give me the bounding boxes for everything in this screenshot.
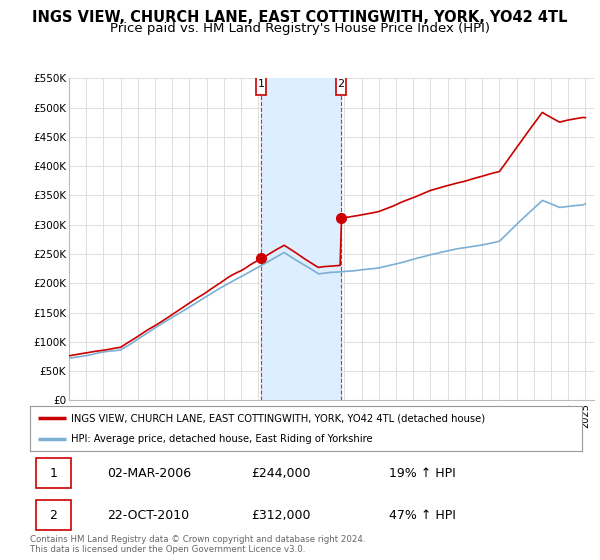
Text: £244,000: £244,000 <box>251 466 310 479</box>
Text: INGS VIEW, CHURCH LANE, EAST COTTINGWITH, YORK, YO42 4TL (detached house): INGS VIEW, CHURCH LANE, EAST COTTINGWITH… <box>71 413 485 423</box>
Text: 1: 1 <box>258 80 265 89</box>
Text: £312,000: £312,000 <box>251 509 310 522</box>
Bar <box>261 78 341 400</box>
Text: 22-OCT-2010: 22-OCT-2010 <box>107 509 190 522</box>
Text: 2: 2 <box>50 509 58 522</box>
Text: Contains HM Land Registry data © Crown copyright and database right 2024.
This d: Contains HM Land Registry data © Crown c… <box>30 535 365 554</box>
FancyBboxPatch shape <box>35 500 71 530</box>
Text: 47% ↑ HPI: 47% ↑ HPI <box>389 509 455 522</box>
Text: 19% ↑ HPI: 19% ↑ HPI <box>389 466 455 479</box>
FancyBboxPatch shape <box>35 458 71 488</box>
Text: INGS VIEW, CHURCH LANE, EAST COTTINGWITH, YORK, YO42 4TL: INGS VIEW, CHURCH LANE, EAST COTTINGWITH… <box>32 10 568 25</box>
Text: 02-MAR-2006: 02-MAR-2006 <box>107 466 191 479</box>
Text: HPI: Average price, detached house, East Riding of Yorkshire: HPI: Average price, detached house, East… <box>71 433 373 444</box>
Text: Price paid vs. HM Land Registry's House Price Index (HPI): Price paid vs. HM Land Registry's House … <box>110 22 490 35</box>
Text: 1: 1 <box>50 466 58 479</box>
Text: 2: 2 <box>338 80 345 89</box>
FancyBboxPatch shape <box>336 74 346 95</box>
FancyBboxPatch shape <box>256 74 266 95</box>
